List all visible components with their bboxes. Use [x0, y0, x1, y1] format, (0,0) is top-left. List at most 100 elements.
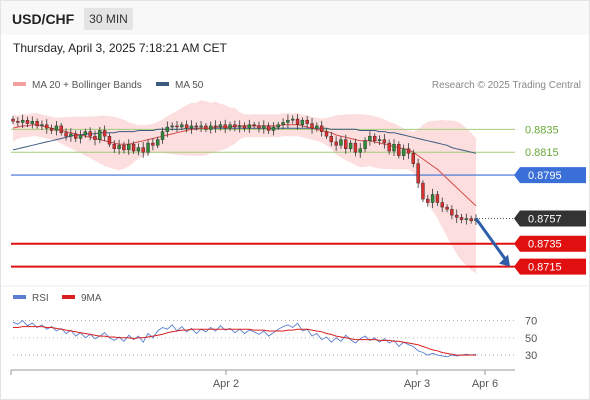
candle-body	[194, 125, 198, 128]
candle-body	[184, 124, 189, 129]
candle-body	[180, 124, 184, 128]
candle-body	[11, 118, 15, 122]
candles	[11, 114, 478, 226]
candle-body	[401, 148, 406, 156]
ma9-swatch-icon	[62, 295, 75, 300]
candle-body	[392, 143, 396, 152]
timeframe-button[interactable]: 30 MIN	[84, 8, 133, 30]
level-label-0.8735: 0.8735	[528, 239, 562, 251]
candle-body	[276, 124, 280, 128]
candle-body	[266, 125, 271, 131]
rsi-swatch-icon	[13, 295, 26, 300]
candle-body	[88, 131, 92, 137]
candle-body	[136, 147, 141, 152]
candle-body	[344, 139, 348, 149]
candle-body	[397, 143, 401, 156]
candle-body	[459, 217, 464, 220]
candle-body	[334, 141, 338, 146]
candle-body	[165, 126, 170, 132]
candle-body	[160, 131, 165, 140]
legend-rsi: RSI	[13, 293, 49, 304]
forecast-arrow-shaft	[474, 217, 509, 263]
candle-body	[117, 145, 121, 149]
candle-body	[233, 124, 237, 128]
chart-datetime: Thursday, April 3, 2025 7:18:21 AM CET	[13, 41, 227, 55]
last-price-tag	[514, 210, 586, 227]
candle-body	[455, 214, 459, 218]
candle-body	[421, 182, 425, 200]
candle-body	[377, 139, 382, 141]
last-price-label: 0.8757	[528, 214, 562, 226]
candle-body	[223, 124, 227, 129]
candle-body	[286, 119, 290, 123]
candle-body	[30, 121, 34, 124]
candle-body	[98, 130, 102, 140]
candle-body	[426, 198, 430, 203]
candle-body	[440, 202, 444, 208]
candle-body	[146, 142, 150, 153]
candle-body	[382, 139, 387, 144]
candle-body	[464, 218, 469, 220]
rsi-line	[12, 320, 477, 358]
legend-ma9-label: 9MA	[81, 293, 102, 304]
candle-body	[411, 153, 416, 164]
candle-body	[69, 133, 73, 137]
candle-body	[257, 125, 261, 129]
level-label-0.8715: 0.8715	[528, 262, 562, 274]
candle-body	[271, 126, 276, 131]
candle-body	[305, 119, 309, 124]
candle-body	[218, 124, 223, 128]
candle-body	[83, 131, 88, 136]
forecast-arrow-head-icon	[499, 254, 510, 267]
candle-body	[131, 143, 136, 152]
rsi-tick-70: 70	[525, 316, 537, 328]
candle-body	[122, 145, 126, 151]
research-credit: Research © 2025 Trading Central	[431, 80, 581, 91]
candle-body	[295, 118, 300, 125]
candle-body	[348, 142, 353, 149]
candle-body	[141, 147, 145, 153]
candle-body	[300, 119, 305, 125]
level-label-0.8835: 0.8835	[525, 124, 559, 136]
candle-body	[416, 163, 420, 184]
rsi-tick-50: 50	[525, 333, 537, 345]
chart-header: USD/CHF 30 MIN	[1, 1, 589, 35]
candle-body	[310, 123, 314, 129]
candle-body	[73, 133, 78, 139]
ma20-swatch-icon	[13, 82, 26, 87]
legend-ma20-label: MA 20 + Bollinger Bands	[32, 80, 142, 91]
legend-rsi-label: RSI	[32, 293, 49, 304]
candle-body	[170, 125, 174, 128]
candle-body	[252, 124, 256, 127]
candle-body	[329, 135, 334, 143]
candle-body	[450, 209, 454, 216]
candle-body	[199, 125, 203, 128]
candle-body	[368, 135, 372, 141]
candle-body	[469, 218, 473, 222]
candle-body	[49, 127, 54, 131]
rsi-ma9-line	[13, 326, 476, 356]
rsi-tick-30: 30	[525, 350, 537, 362]
candle-body	[445, 206, 449, 210]
candle-body	[64, 132, 68, 137]
candle-body	[16, 121, 20, 123]
symbol-label: USD/CHF	[12, 11, 75, 27]
candle-body	[247, 124, 252, 129]
candle-body	[40, 124, 44, 127]
candle-body	[209, 125, 213, 130]
candle-body	[102, 130, 107, 137]
candle-body	[387, 142, 391, 152]
candle-body	[315, 125, 319, 129]
candle-body	[324, 131, 329, 137]
candle-body	[78, 134, 83, 139]
candle-body	[175, 125, 179, 128]
level-label-0.8795: 0.8795	[528, 170, 562, 182]
candle-body	[358, 148, 362, 153]
candle-body	[319, 125, 324, 132]
legend-ma20: MA 20 + Bollinger Bands	[13, 80, 142, 91]
legend-ma50-label: MA 50	[175, 80, 204, 91]
candle-body	[291, 118, 295, 121]
candle-body	[242, 125, 247, 129]
